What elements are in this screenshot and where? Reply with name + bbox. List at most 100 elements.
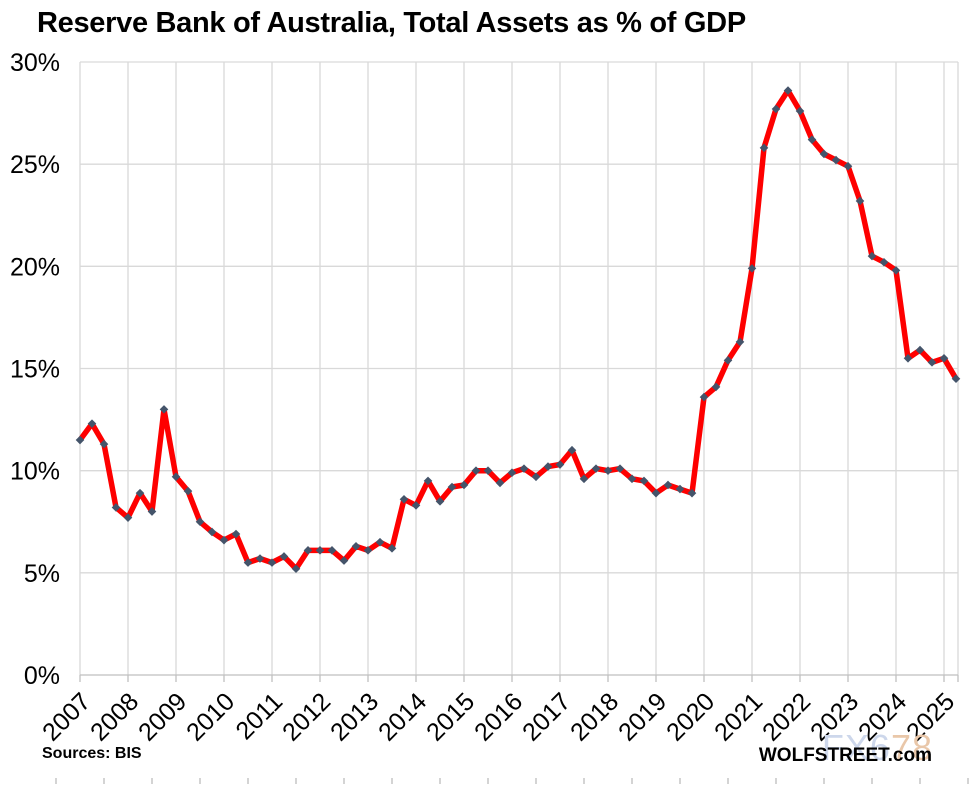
data-point-marker xyxy=(255,554,265,563)
data-point-marker xyxy=(219,535,229,545)
data-point-marker xyxy=(795,106,805,116)
data-point-marker xyxy=(603,466,613,475)
data-point-marker xyxy=(915,345,925,355)
data-point-marker xyxy=(939,353,949,363)
data-point-marker xyxy=(783,86,793,95)
data-point-marker xyxy=(171,472,181,482)
data-point-marker xyxy=(615,464,625,473)
data-point-marker xyxy=(87,419,97,428)
data-point-marker xyxy=(471,466,481,475)
x-year-label: 2016 xyxy=(469,687,528,746)
data-point-marker xyxy=(807,135,817,144)
y-tick-label: 25% xyxy=(10,151,60,179)
data-point-marker xyxy=(399,494,409,504)
data-point-marker xyxy=(951,374,961,384)
data-point-marker xyxy=(447,482,457,492)
x-axis-ticks xyxy=(79,675,959,682)
x-year-label: 2010 xyxy=(181,687,240,746)
data-point-marker xyxy=(183,486,193,496)
x-year-label: 2012 xyxy=(277,687,336,746)
data-point-marker xyxy=(279,552,289,561)
y-tick-label: 30% xyxy=(10,49,60,77)
x-year-label: 2020 xyxy=(661,687,720,746)
data-point-marker xyxy=(387,544,397,553)
data-point-marker xyxy=(195,517,205,527)
data-point-marker xyxy=(459,480,469,490)
data-point-marker xyxy=(363,546,373,555)
data-point-marker xyxy=(315,546,325,555)
data-point-marker xyxy=(243,558,253,567)
data-point-marker xyxy=(759,143,769,153)
y-tick-label: 5% xyxy=(24,560,60,588)
horizontal-gridlines xyxy=(80,61,958,676)
data-point-marker xyxy=(555,460,565,469)
data-point-marker xyxy=(531,472,541,482)
data-point-marker xyxy=(291,564,301,574)
data-point-marker xyxy=(159,405,169,414)
data-point-markers xyxy=(75,86,961,574)
data-point-marker xyxy=(207,527,217,537)
data-point-marker xyxy=(831,155,841,165)
data-point-marker xyxy=(351,541,361,551)
data-point-marker xyxy=(411,501,421,510)
x-year-label: 2007 xyxy=(37,687,96,746)
data-point-marker xyxy=(519,464,529,473)
data-point-marker xyxy=(303,546,313,555)
x-year-label: 2018 xyxy=(565,687,624,746)
y-tick-label: 0% xyxy=(24,662,60,690)
data-point-marker xyxy=(111,503,121,512)
data-point-marker xyxy=(483,466,493,475)
data-point-marker xyxy=(675,484,685,494)
data-point-marker xyxy=(435,497,445,506)
data-point-marker xyxy=(423,476,433,486)
data-point-marker xyxy=(723,356,733,365)
data-point-marker xyxy=(567,445,577,455)
data-point-marker xyxy=(123,513,133,522)
data-point-marker xyxy=(495,478,505,488)
series-line xyxy=(77,87,959,572)
data-point-marker xyxy=(843,161,853,171)
x-year-label: 2021 xyxy=(709,687,768,746)
y-tick-label: 15% xyxy=(10,356,60,384)
data-point-marker xyxy=(75,435,85,445)
data-point-marker xyxy=(375,537,385,547)
y-tick-label: 10% xyxy=(10,458,60,486)
data-point-marker xyxy=(891,266,901,275)
x-year-label: 2008 xyxy=(85,687,144,746)
data-point-marker xyxy=(591,464,601,473)
y-tick-label: 20% xyxy=(10,253,60,281)
data-point-marker xyxy=(327,546,337,555)
data-point-marker xyxy=(627,474,637,484)
data-point-marker xyxy=(771,104,781,114)
data-point-marker xyxy=(147,507,157,516)
data-point-marker xyxy=(687,488,697,498)
data-point-marker xyxy=(135,488,145,498)
x-year-label: 2022 xyxy=(757,687,816,746)
data-point-marker xyxy=(651,488,661,498)
x-year-label: 2013 xyxy=(325,687,384,746)
data-point-marker xyxy=(339,556,349,565)
data-point-marker xyxy=(699,392,709,402)
data-point-marker xyxy=(267,558,277,567)
data-point-marker xyxy=(231,529,241,539)
chart-title: Reserve Bank of Australia, Total Assets … xyxy=(37,7,746,39)
wolfstreet-credit: WOLFSTREET.com xyxy=(758,745,932,766)
x-year-label: 2014 xyxy=(373,687,432,746)
data-point-marker xyxy=(663,480,673,490)
data-point-marker xyxy=(579,474,589,484)
x-year-label: 2015 xyxy=(421,687,480,746)
x-year-label: 2009 xyxy=(133,687,192,746)
data-point-marker xyxy=(879,257,889,267)
x-year-label: 2019 xyxy=(613,687,672,746)
data-point-marker xyxy=(735,337,745,347)
data-point-marker xyxy=(747,264,757,273)
x-year-label: 2011 xyxy=(230,687,288,745)
bottom-crop-ticks xyxy=(55,778,969,784)
fx678-watermark: FX678 xyxy=(822,727,933,769)
data-point-marker xyxy=(903,353,913,363)
data-point-marker xyxy=(867,251,877,261)
data-point-marker xyxy=(543,462,553,471)
watermark-fx: FX6 xyxy=(821,727,891,768)
